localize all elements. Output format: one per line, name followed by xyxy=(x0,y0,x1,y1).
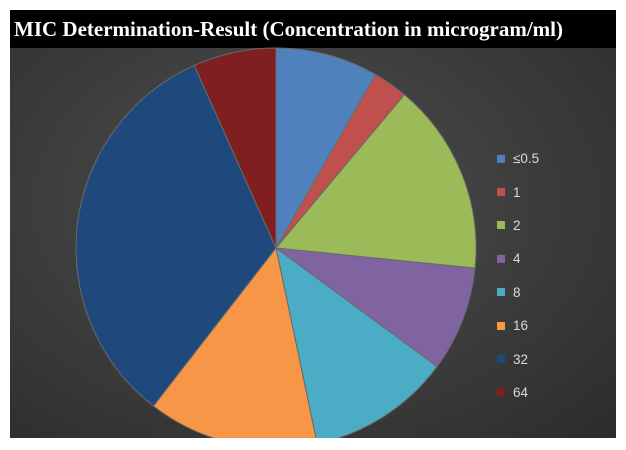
pie-slice-6 xyxy=(75,64,277,407)
legend-item-2: 2 xyxy=(497,209,607,242)
legend-label-4: 8 xyxy=(513,284,521,300)
legend-swatch-4 xyxy=(497,288,505,297)
legend-item-1: 1 xyxy=(497,175,607,208)
legend-swatch-2 xyxy=(497,221,505,230)
legend-item-5: 16 xyxy=(497,309,607,342)
pie-slice-5 xyxy=(152,246,317,438)
chart-area: MIC Determination-Result (Concentration … xyxy=(10,10,616,438)
legend-swatch-6 xyxy=(497,355,505,364)
pie-slice-0 xyxy=(275,47,377,250)
legend-swatch-1 xyxy=(497,188,505,197)
legend-item-7: 64 xyxy=(497,376,607,409)
legend-item-0: ≤0.5 xyxy=(497,142,607,175)
legend-label-5: 16 xyxy=(513,318,529,334)
chart-title: MIC Determination-Result (Concentration … xyxy=(10,10,616,48)
pie-slice-3 xyxy=(274,247,476,368)
pie-chart xyxy=(75,47,477,438)
legend: ≤0.5 1 2 4 8 16 32 64 xyxy=(497,142,607,409)
legend-item-4: 8 xyxy=(497,276,607,309)
legend-label-2: 2 xyxy=(513,217,521,233)
legend-label-0: ≤0.5 xyxy=(513,151,540,167)
legend-label-6: 32 xyxy=(513,351,529,367)
legend-swatch-5 xyxy=(497,321,505,330)
legend-swatch-7 xyxy=(497,388,505,397)
legend-label-3: 4 xyxy=(513,251,521,267)
legend-swatch-3 xyxy=(497,254,505,263)
legend-label-1: 1 xyxy=(513,184,521,200)
legend-label-7: 64 xyxy=(513,384,529,400)
pie-slice-7 xyxy=(193,47,277,249)
legend-swatch-0 xyxy=(497,154,505,163)
pie-slice-4 xyxy=(275,246,438,438)
legend-item-3: 4 xyxy=(497,242,607,275)
legend-item-6: 32 xyxy=(497,342,607,375)
pie-slice-2 xyxy=(275,93,477,269)
